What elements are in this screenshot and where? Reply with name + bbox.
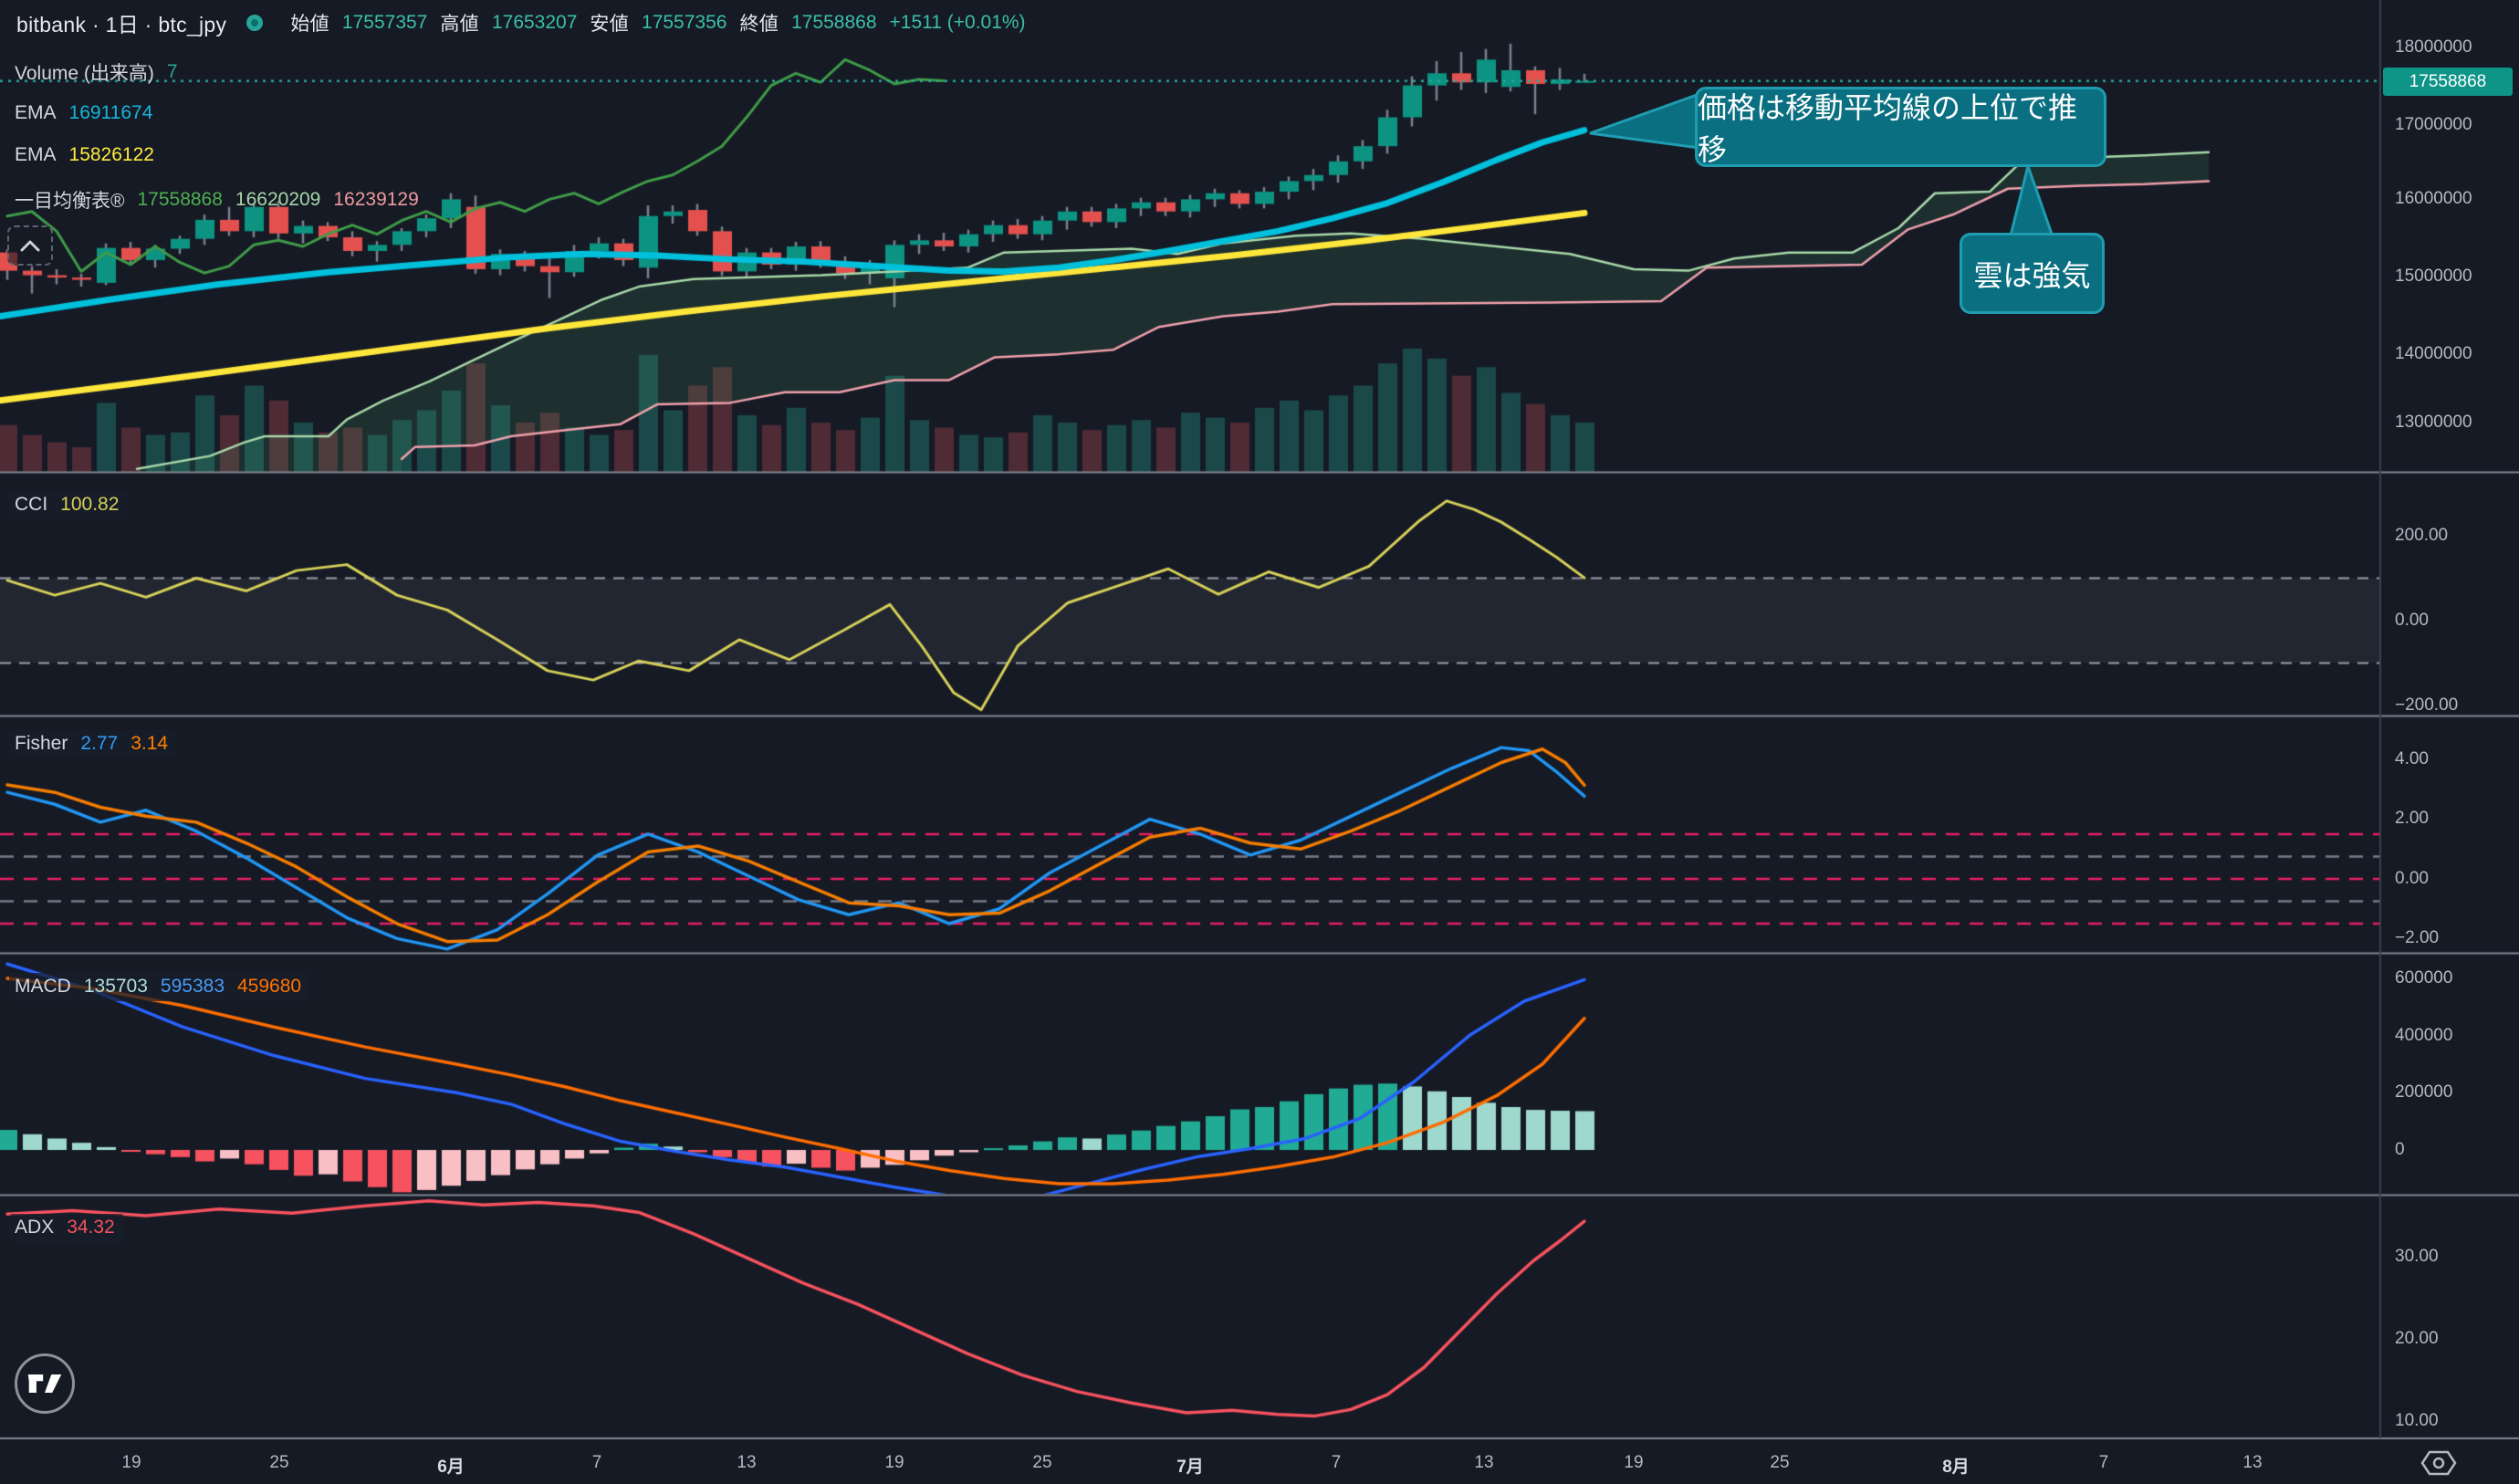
volume-label: Volume (出来高)	[15, 63, 154, 84]
fisher-label: Fisher	[15, 733, 68, 754]
macd-line-value: 595383	[160, 976, 225, 997]
price-tick: 13000000	[2395, 413, 2472, 432]
ichimoku-senkou-a-value: 16620209	[235, 189, 321, 210]
adx-value: 34.32	[67, 1217, 115, 1238]
ema-fast-value: 16911674	[68, 102, 153, 123]
volume-value: 7	[166, 61, 178, 82]
legend-macd[interactable]: MACD 135703 595383 459680	[9, 973, 311, 1001]
ema-slow-value: 15826122	[68, 144, 154, 165]
note1-pointer	[1589, 91, 1701, 150]
price-tick: 17000000	[2395, 115, 2472, 134]
annotation-text: 価格は移動平均線の上位で推移	[1698, 91, 2078, 166]
close-value: 17558868	[791, 12, 877, 33]
close-label: 終値	[739, 14, 779, 35]
change-value: +1511 (+0.01%)	[889, 12, 1026, 33]
timezone-clock-button[interactable]	[2415, 1447, 2462, 1484]
cci-tick: 200.00	[2395, 526, 2449, 545]
tradingview-logo[interactable]	[15, 1353, 75, 1414]
price-tick: 18000000	[2395, 37, 2472, 57]
macd-tick: 600000	[2395, 968, 2453, 988]
price-tick: 15000000	[2395, 266, 2472, 286]
time-tick: 25	[269, 1453, 289, 1472]
ichimoku-label: 一目均衡表®	[15, 191, 125, 212]
macd-signal-value: 459680	[237, 976, 302, 997]
fisher-tick: −2.00	[2395, 928, 2440, 947]
adx-tick: 30.00	[2395, 1247, 2439, 1266]
cci-tick: −200.00	[2395, 695, 2459, 715]
adx-label: ADX	[15, 1217, 55, 1238]
tradingview-logo-icon	[27, 1374, 62, 1393]
high-value: 17653207	[491, 12, 578, 33]
annotation-note-price-above-ma[interactable]: 価格は移動平均線の上位で推移	[1695, 87, 2106, 167]
open-label: 始値	[290, 14, 329, 35]
time-tick: 25	[1032, 1453, 1052, 1472]
time-tick: 7	[2098, 1453, 2109, 1472]
fisher-value-2: 3.14	[131, 733, 169, 754]
pane-collapse-button[interactable]	[7, 225, 53, 266]
market-status-dot[interactable]	[246, 15, 264, 31]
last-price-label: 17558868	[2383, 68, 2513, 96]
cci-value: 100.82	[60, 494, 120, 515]
fisher-value-1: 2.77	[80, 733, 119, 754]
legend-ichimoku[interactable]: 一目均衡表® 17558868 16620209 16239129	[15, 186, 419, 214]
time-tick: 19	[1624, 1453, 1644, 1472]
annotation-text: 雲は強気	[1973, 258, 2091, 292]
price-tick: 14000000	[2395, 344, 2472, 363]
macd-tick: 400000	[2395, 1026, 2453, 1045]
time-tick: 8月	[1942, 1458, 1970, 1477]
cci-tick: 0.00	[2395, 611, 2429, 630]
adx-tick: 10.00	[2395, 1411, 2439, 1430]
macd-hist-value: 135703	[83, 976, 148, 997]
hexagon-clock-icon	[2420, 1450, 2457, 1476]
time-tick: 13	[737, 1453, 757, 1472]
time-tick: 7	[591, 1453, 602, 1472]
legend-volume[interactable]: Volume (出来高) 7	[15, 58, 178, 86]
time-tick: 7	[1331, 1453, 1342, 1472]
ema-slow-label: EMA	[15, 144, 57, 165]
low-value: 17557356	[642, 12, 727, 33]
macd-tick: 0	[2395, 1140, 2405, 1159]
time-tick: 13	[2242, 1453, 2263, 1472]
open-value: 17557357	[341, 12, 428, 33]
adx-tick: 20.00	[2395, 1329, 2439, 1348]
fisher-tick: 0.00	[2395, 869, 2429, 888]
cci-label: CCI	[15, 494, 48, 515]
chevron-up-icon	[20, 240, 40, 252]
legend-adx[interactable]: ADX 34.32	[9, 1214, 124, 1242]
ema-fast-label: EMA	[15, 102, 57, 123]
low-label: 安値	[590, 14, 630, 35]
time-tick: 19	[884, 1453, 904, 1472]
macd-tick: 200000	[2395, 1082, 2453, 1102]
symbol-title: bitbank · 1日 · btc_jpy	[16, 13, 227, 37]
high-label: 高値	[440, 14, 479, 35]
price-tick: 16000000	[2395, 189, 2472, 208]
fisher-tick: 4.00	[2395, 749, 2429, 768]
annotation-note-cloud-bullish[interactable]: 雲は強気	[1960, 233, 2105, 314]
legend-ema-fast[interactable]: EMA 16911674	[15, 102, 152, 124]
time-tick: 6月	[437, 1458, 465, 1477]
macd-label: MACD	[15, 976, 71, 997]
time-tick: 25	[1770, 1453, 1790, 1472]
legend-ema-slow[interactable]: EMA 15826122	[15, 144, 154, 166]
fisher-tick: 2.00	[2395, 809, 2429, 828]
legend-cci[interactable]: CCI 100.82	[9, 491, 129, 519]
symbol-header[interactable]: bitbank · 1日 · btc_jpy 始値 17557357 高値 17…	[16, 7, 1026, 38]
time-tick: 19	[121, 1453, 141, 1472]
ichimoku-lagging-value: 17558868	[137, 189, 223, 210]
time-tick: 7月	[1176, 1458, 1204, 1477]
note2-pointer	[2008, 161, 2056, 241]
legend-fisher[interactable]: Fisher 2.77 3.14	[9, 730, 178, 758]
time-tick: 13	[1474, 1453, 1494, 1472]
ichimoku-senkou-b-value: 16239129	[333, 189, 419, 210]
